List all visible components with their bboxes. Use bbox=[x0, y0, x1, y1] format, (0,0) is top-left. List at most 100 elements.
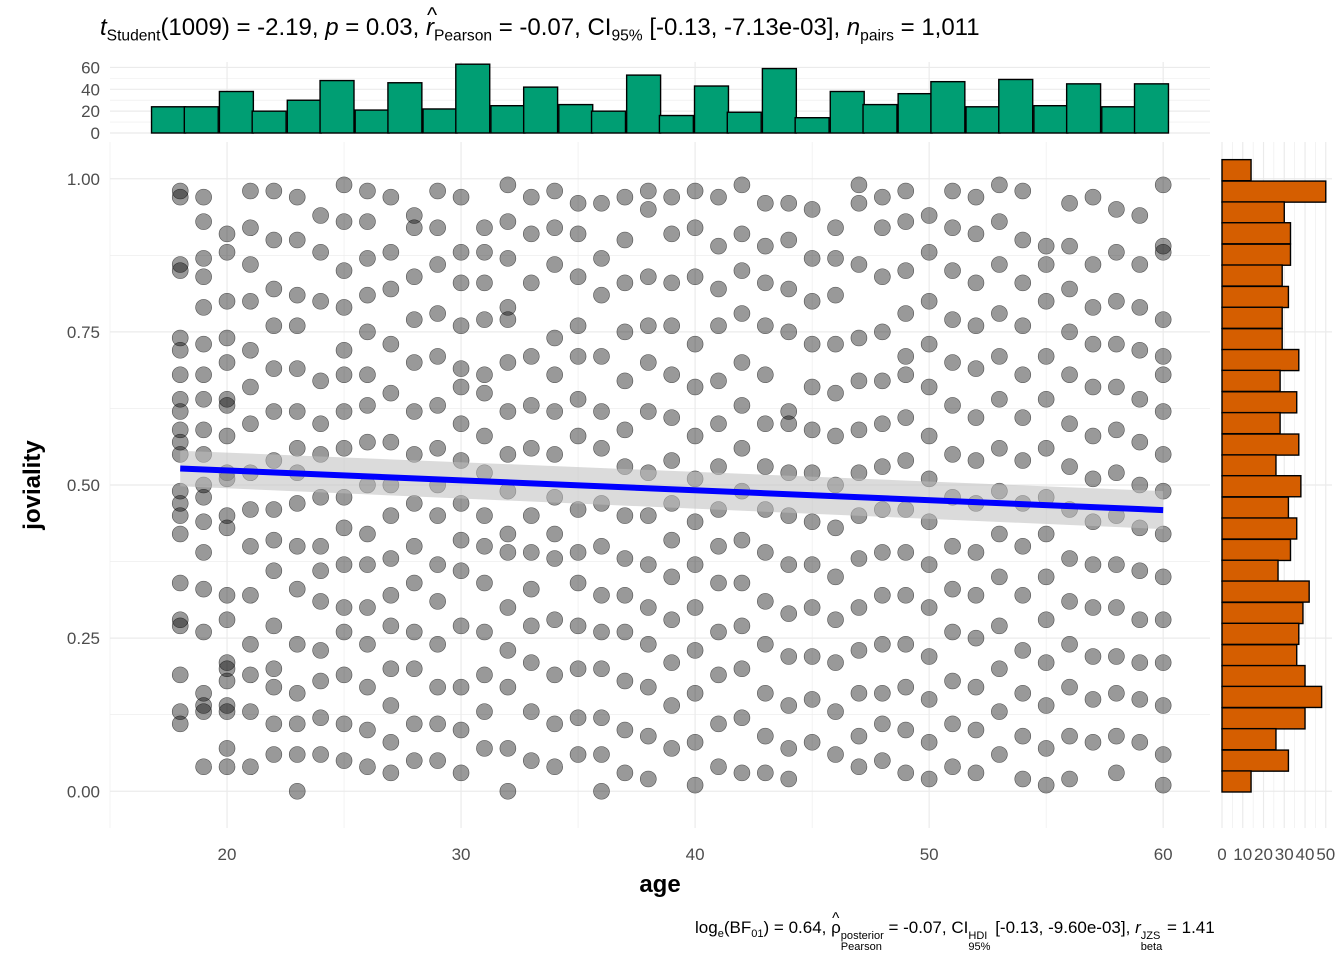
data-point bbox=[569, 574, 587, 592]
data-point bbox=[218, 672, 236, 690]
data-point bbox=[218, 758, 236, 776]
data-point bbox=[476, 666, 493, 684]
data-point bbox=[920, 691, 938, 708]
p-symbol: p bbox=[325, 14, 339, 41]
data-point bbox=[288, 684, 306, 702]
data-point bbox=[897, 262, 915, 279]
data-point bbox=[522, 580, 540, 598]
data-point bbox=[733, 764, 751, 782]
data-point bbox=[663, 697, 681, 714]
data-point bbox=[569, 427, 587, 445]
data-point bbox=[171, 403, 189, 420]
data-point bbox=[757, 194, 774, 212]
data-point bbox=[920, 243, 938, 261]
data-point bbox=[405, 715, 423, 733]
data-point bbox=[803, 335, 821, 353]
data-point bbox=[335, 403, 353, 420]
data-point bbox=[265, 501, 283, 518]
data-point bbox=[827, 746, 844, 763]
data-point bbox=[967, 409, 985, 426]
data-point bbox=[242, 703, 259, 720]
data-point bbox=[920, 335, 938, 353]
joviality-histogram-bar bbox=[1221, 180, 1327, 203]
data-point bbox=[335, 519, 353, 537]
x-tick-label: 60 bbox=[1154, 845, 1173, 864]
data-point bbox=[359, 366, 376, 384]
data-point bbox=[1154, 776, 1172, 794]
data-point bbox=[874, 268, 891, 286]
data-point bbox=[476, 703, 493, 720]
data-point bbox=[312, 415, 329, 433]
data-point bbox=[1037, 525, 1055, 543]
rjzs-superscript: JZS bbox=[1140, 930, 1161, 943]
data-point bbox=[195, 366, 212, 384]
hdi-subscript: 95% bbox=[968, 941, 991, 954]
data-point bbox=[476, 623, 493, 641]
data-point bbox=[405, 623, 423, 641]
x-tick-label: 50 bbox=[920, 845, 939, 864]
data-point bbox=[780, 648, 798, 665]
data-point bbox=[874, 458, 891, 475]
data-point bbox=[335, 599, 353, 616]
hdi-scripts: HDI 95% bbox=[968, 931, 990, 953]
data-point bbox=[920, 648, 938, 665]
data-point bbox=[499, 599, 517, 616]
data-point bbox=[195, 703, 212, 720]
joviality-histogram-bar bbox=[1221, 727, 1277, 751]
data-point bbox=[803, 421, 821, 439]
data-point bbox=[1154, 654, 1172, 671]
data-point bbox=[218, 697, 236, 714]
data-point bbox=[944, 182, 961, 200]
data-point bbox=[452, 274, 470, 292]
data-point bbox=[944, 715, 961, 733]
y-axis-title: joviality bbox=[19, 440, 46, 531]
joviality-histogram-bar bbox=[1221, 222, 1292, 245]
data-point bbox=[522, 703, 540, 720]
data-point bbox=[452, 562, 470, 580]
data-point bbox=[827, 219, 844, 237]
data-point bbox=[1154, 348, 1172, 365]
age-histogram-bar bbox=[183, 106, 219, 134]
data-point bbox=[757, 458, 774, 475]
data-point bbox=[1131, 562, 1149, 580]
data-point bbox=[546, 666, 563, 684]
data-point bbox=[780, 194, 798, 212]
data-point bbox=[1084, 470, 1102, 488]
data-point bbox=[242, 415, 259, 433]
data-point bbox=[803, 599, 821, 616]
data-point bbox=[710, 415, 727, 433]
data-point bbox=[265, 617, 283, 635]
data-point bbox=[593, 194, 610, 212]
joviality-histogram-bar bbox=[1221, 644, 1298, 667]
data-point bbox=[499, 678, 517, 696]
data-point bbox=[312, 672, 329, 690]
data-point bbox=[359, 635, 376, 653]
age-histogram-bar bbox=[1065, 83, 1102, 134]
data-point bbox=[780, 697, 798, 714]
data-point bbox=[639, 727, 657, 745]
data-point bbox=[476, 574, 493, 592]
data-point bbox=[171, 341, 189, 359]
data-point bbox=[991, 525, 1008, 543]
data-point bbox=[312, 562, 329, 580]
data-point bbox=[429, 678, 446, 696]
data-point bbox=[827, 654, 844, 671]
data-point bbox=[195, 697, 212, 714]
data-point bbox=[850, 256, 868, 273]
data-point bbox=[897, 366, 915, 384]
data-point bbox=[1014, 182, 1032, 200]
data-point bbox=[429, 397, 446, 414]
data-point bbox=[686, 513, 704, 531]
data-point bbox=[476, 311, 493, 328]
right-hist-tick-label: 10 bbox=[1233, 845, 1252, 864]
data-point bbox=[195, 684, 212, 702]
data-point bbox=[1154, 311, 1172, 328]
data-point bbox=[593, 537, 610, 555]
age-histogram-bar bbox=[693, 85, 730, 134]
t-subscript: Student bbox=[106, 27, 161, 45]
rho-scripts: posterior Pearson bbox=[841, 931, 884, 953]
data-point bbox=[827, 427, 844, 445]
data-point bbox=[476, 384, 493, 402]
n-subscript: pairs bbox=[860, 27, 894, 45]
data-point bbox=[195, 250, 212, 267]
